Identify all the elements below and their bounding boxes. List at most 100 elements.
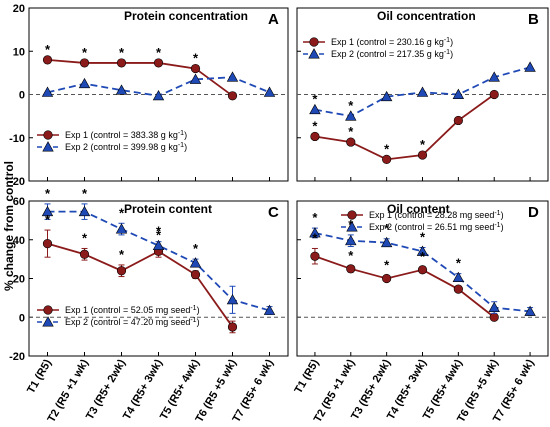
legend-entry: Exp 2 (control = 217.35 g kg-1)	[303, 48, 453, 59]
data-point	[310, 131, 320, 142]
y-tick-label: 10	[13, 46, 25, 58]
data-point	[78, 77, 91, 89]
legend-marker	[42, 316, 54, 327]
y-tick-label: 20	[13, 3, 25, 15]
legend-marker	[347, 210, 357, 220]
data-point	[115, 223, 128, 234]
legend-entry: Exp 1 (control = 383.38 g kg-1)	[37, 130, 187, 140]
panel-title: Protein content	[124, 202, 212, 216]
legend-entry: Exp 2 (control = 399.98 g kg-1)	[37, 141, 187, 152]
y-tick-label: -20	[9, 351, 25, 363]
panel-title: Protein concentration	[124, 9, 248, 23]
data-point	[382, 273, 392, 284]
legend-marker	[308, 48, 320, 59]
data-point	[345, 110, 357, 121]
significance-star: *	[156, 228, 162, 243]
significance-star: *	[156, 224, 162, 239]
data-point	[453, 284, 463, 294]
data-point	[226, 71, 239, 82]
y-tick-label: 20	[13, 274, 25, 286]
data-point	[345, 234, 357, 246]
significance-star: *	[420, 249, 426, 264]
legend-label: Exp 1 (control = 383.38 g kg-1)	[65, 130, 187, 140]
data-point	[42, 55, 53, 65]
significance-star: *	[82, 230, 88, 245]
panel-letter: D	[528, 204, 539, 221]
legend-label: Exp 1 (control = 52.05 mg seed-1)	[65, 305, 200, 315]
data-point	[309, 227, 321, 238]
significance-star: *	[348, 124, 354, 139]
data-point	[346, 264, 356, 274]
significance-star: *	[312, 92, 318, 107]
significance-star: *	[119, 247, 125, 262]
data-point	[41, 205, 54, 217]
data-point	[190, 63, 201, 74]
data-point	[116, 266, 127, 276]
significance-star: *	[312, 230, 318, 245]
y-tick-label: 40	[13, 235, 25, 247]
data-point	[346, 137, 356, 147]
significance-star: *	[45, 212, 51, 227]
significance-star: *	[312, 118, 318, 133]
panel-A: -20 -10 0 10 20 * * * * * Protein concentration A Ex…	[9, 3, 289, 188]
data-point	[310, 251, 320, 261]
data-point	[382, 154, 392, 164]
panel-title: Oil concentration	[377, 9, 476, 23]
data-point	[152, 239, 165, 251]
x-tick-label: T7 (R5+ 6 wk)	[230, 357, 276, 424]
legend-entry: Exp 1 (control = 28.28 mg seed-1)	[341, 210, 504, 220]
significance-star: *	[193, 51, 199, 66]
panel-letter: B	[528, 11, 539, 28]
series-line-1	[314, 93, 495, 161]
data-point	[524, 61, 536, 72]
data-point	[42, 239, 53, 249]
legend-label: Exp 2 (control = 217.35 g kg-1)	[331, 49, 453, 59]
data-point	[263, 86, 276, 97]
data-point	[79, 249, 90, 259]
y-axis-label: % change from control	[2, 161, 16, 291]
significance-star: *	[45, 186, 51, 201]
significance-star: *	[82, 186, 88, 201]
x-tick-label: T1 (R5)	[292, 357, 321, 396]
data-point	[190, 270, 201, 280]
legend-marker	[43, 130, 53, 140]
data-point	[227, 322, 238, 332]
significance-star: *	[456, 256, 462, 271]
legend-label: Exp 1 (control = 28.28 mg seed-1)	[369, 210, 504, 220]
significance-star: *	[384, 258, 390, 273]
y-tick-label: -20	[9, 176, 25, 188]
legend-marker	[309, 37, 319, 47]
significance-star: *	[156, 45, 162, 60]
data-point	[489, 89, 499, 100]
legend-label: Exp 2 (control = 47.20 mg seed-1)	[65, 317, 200, 327]
data-point	[417, 265, 428, 275]
data-point	[488, 301, 500, 313]
data-point	[488, 71, 500, 82]
data-point	[452, 88, 465, 99]
significance-star: *	[312, 210, 318, 225]
legend-entry: Exp 2 (control = 26.51 mg seed-1)	[341, 221, 504, 232]
legend-label: Exp 1 (control = 230.16 g kg-1)	[331, 37, 453, 47]
significance-star: *	[82, 45, 88, 60]
data-point	[189, 257, 202, 268]
data-point	[152, 89, 165, 101]
significance-star: *	[384, 141, 390, 156]
significance-star: *	[348, 248, 354, 263]
significance-star: *	[420, 230, 426, 245]
data-point	[189, 73, 202, 84]
series-line-1	[314, 255, 495, 318]
legend-label: Exp 2 (control = 399.98 g kg-1)	[65, 142, 187, 152]
data-point	[380, 90, 393, 102]
legend-entry: Exp 2 (control = 47.20 mg seed-1)	[37, 316, 200, 327]
series-line-1	[47, 59, 234, 97]
data-point	[41, 86, 54, 97]
significance-star: *	[420, 137, 426, 152]
legend-marker	[42, 141, 54, 152]
data-point	[79, 58, 90, 68]
data-point	[452, 271, 465, 282]
panel-B: * * * * * * Oil concentration B Exp 1 (control =…	[296, 7, 549, 182]
